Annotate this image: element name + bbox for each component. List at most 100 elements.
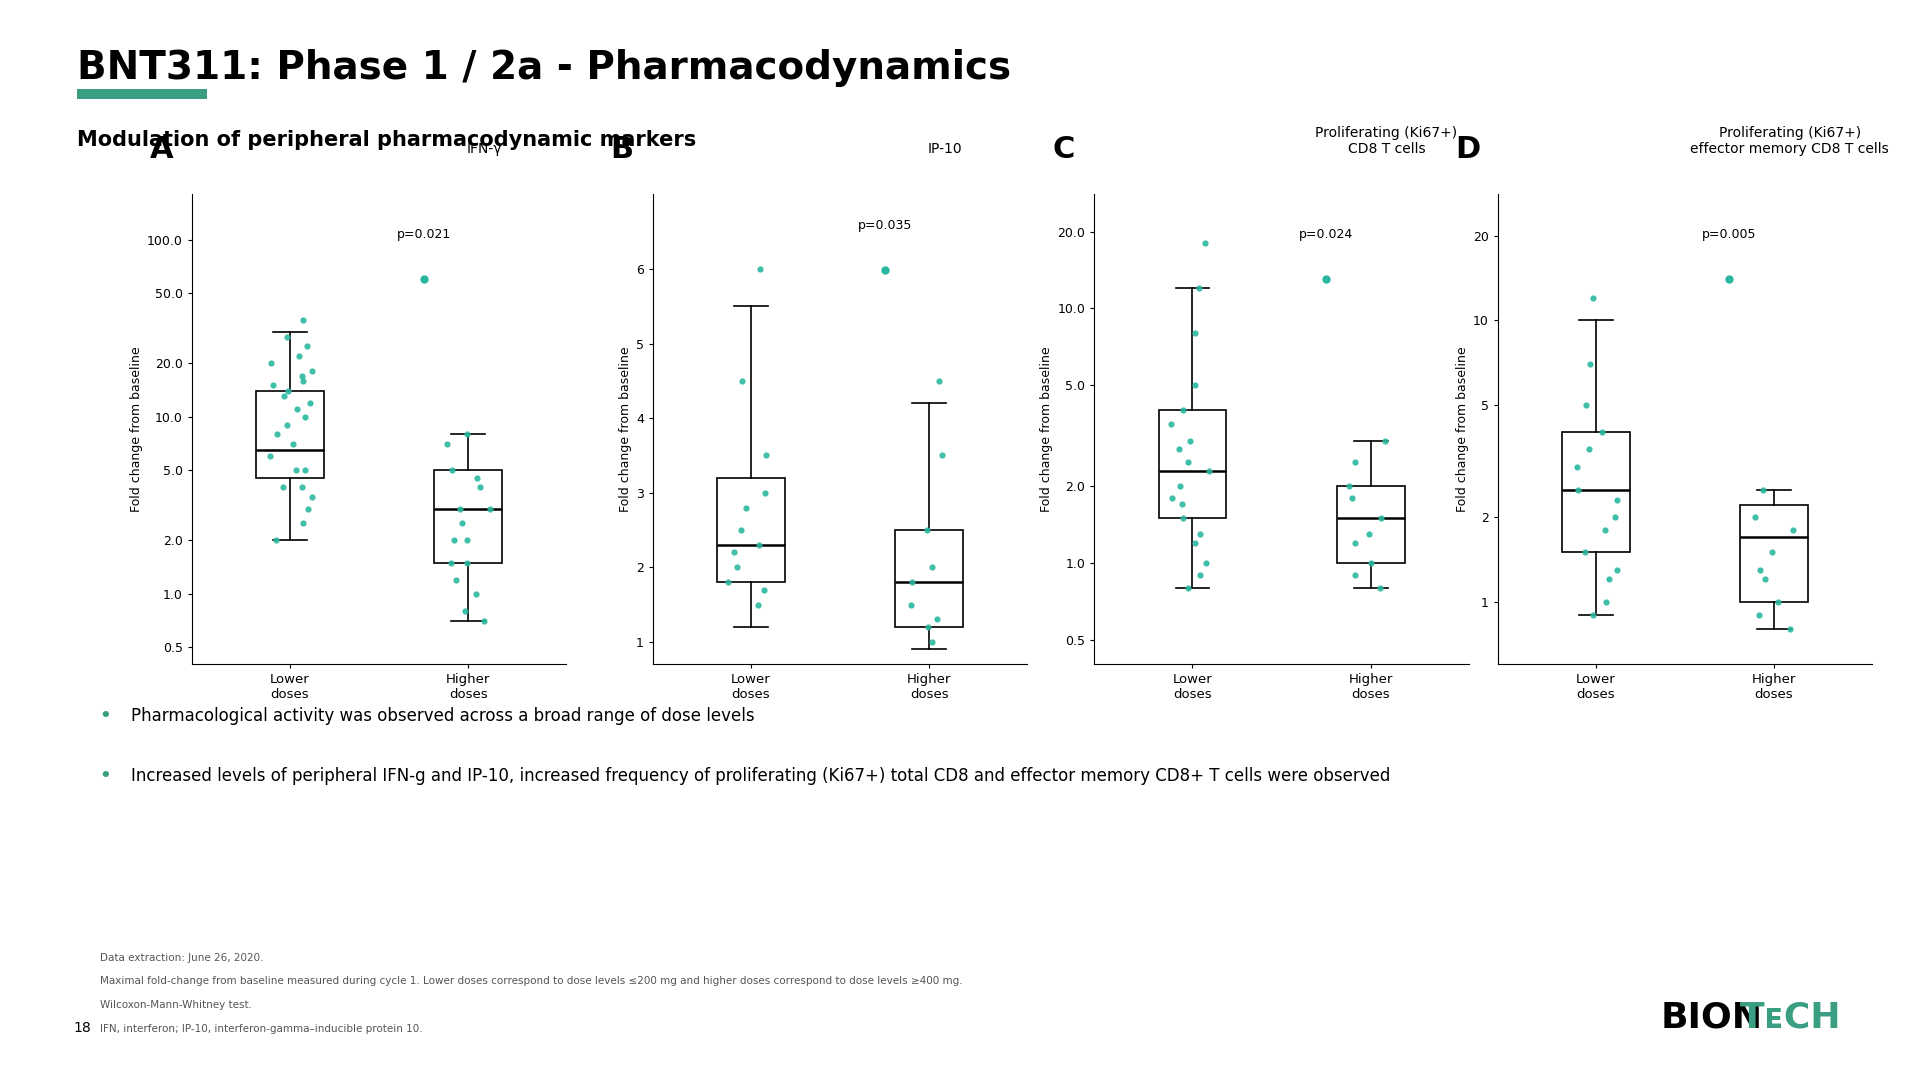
Y-axis label: Fold change from baseline: Fold change from baseline [131, 347, 142, 512]
Point [1164, 441, 1194, 458]
Text: p=0.035: p=0.035 [858, 219, 912, 232]
Point [474, 501, 505, 518]
Point [438, 461, 468, 478]
Point [1578, 289, 1609, 307]
Point [255, 447, 286, 464]
Point [284, 348, 315, 365]
Point [1356, 554, 1386, 571]
Point [1167, 496, 1198, 513]
Point [1175, 433, 1206, 450]
Text: BNT311: Phase 1 / 2a - Pharmacodynamics: BNT311: Phase 1 / 2a - Pharmacodynamics [77, 49, 1012, 86]
Point [730, 499, 760, 516]
Point [1571, 396, 1601, 414]
Point [751, 447, 781, 464]
Point [288, 372, 319, 389]
Point [298, 363, 328, 380]
Text: C: C [1052, 135, 1075, 164]
Point [273, 416, 303, 433]
Point [924, 373, 954, 390]
Point [1185, 566, 1215, 583]
Point [1763, 593, 1793, 610]
Text: Increased levels of peripheral IFN-g and IP-10, increased frequency of prolifera: Increased levels of peripheral IFN-g and… [131, 767, 1390, 785]
Y-axis label: Fold change from baseline: Fold change from baseline [618, 347, 632, 512]
Point [1745, 561, 1776, 578]
Point [1173, 579, 1204, 596]
Point [294, 394, 324, 411]
Point [447, 515, 478, 532]
Point [912, 522, 943, 539]
Text: •: • [100, 767, 111, 785]
Point [438, 531, 468, 549]
Point [436, 554, 467, 571]
Point [1173, 453, 1204, 470]
Text: Wilcoxon-Mann-Whitney test.: Wilcoxon-Mann-Whitney test. [100, 1000, 252, 1010]
Point [1340, 535, 1371, 552]
Point [718, 543, 749, 561]
Point [1194, 462, 1225, 480]
Point [1365, 510, 1396, 527]
Point [273, 328, 303, 346]
Point [261, 531, 292, 549]
Point [269, 478, 300, 496]
Text: Data extraction: June 26, 2020.: Data extraction: June 26, 2020. [100, 953, 263, 962]
Point [257, 377, 288, 394]
Y-axis label: Fold change from baseline: Fold change from baseline [1041, 347, 1054, 512]
Point [927, 447, 958, 464]
Text: TᴇCH: TᴇCH [1740, 1001, 1841, 1035]
Point [1740, 509, 1770, 526]
Point [745, 260, 776, 278]
Point [1574, 355, 1605, 373]
Point [449, 603, 480, 620]
Text: Modulation of peripheral pharmacodynamic markers: Modulation of peripheral pharmacodynamic… [77, 130, 697, 150]
Text: p=0.021: p=0.021 [397, 228, 451, 241]
Point [288, 515, 319, 532]
Y-axis label: Fold change from baseline: Fold change from baseline [1455, 347, 1469, 512]
Point [749, 581, 780, 598]
Text: BION: BION [1661, 1001, 1763, 1035]
Point [1601, 491, 1632, 509]
Text: IP-10: IP-10 [927, 141, 962, 156]
Point [1743, 606, 1774, 623]
Point [1365, 579, 1396, 596]
Point [1179, 324, 1210, 341]
Point [1354, 525, 1384, 542]
Point [1563, 481, 1594, 498]
Point [1578, 606, 1609, 623]
Point [912, 618, 943, 635]
Point [1179, 535, 1210, 552]
Point [918, 558, 948, 576]
Point [294, 501, 324, 518]
Point [286, 367, 317, 384]
Point [1181, 376, 1212, 393]
Text: Proliferating (Ki67+)
effector memory CD8 T cells: Proliferating (Ki67+) effector memory CD… [1690, 125, 1889, 156]
Point [722, 558, 753, 576]
Text: •: • [100, 707, 111, 726]
Point [1188, 234, 1219, 252]
Point [726, 522, 756, 539]
Point [1601, 561, 1632, 578]
Point [1156, 489, 1187, 507]
Point [261, 426, 292, 443]
Point [255, 354, 286, 372]
Point [743, 596, 774, 613]
Text: IFN-γ: IFN-γ [467, 141, 501, 156]
Point [440, 571, 470, 589]
Text: Pharmacological activity was observed across a broad range of dose levels: Pharmacological activity was observed ac… [131, 707, 755, 726]
Point [290, 408, 321, 426]
Point [292, 338, 323, 355]
Text: p=0.005: p=0.005 [1703, 228, 1757, 241]
Point [1749, 571, 1780, 589]
Point [1156, 416, 1187, 433]
Point [451, 554, 482, 571]
Point [280, 461, 311, 478]
Point [897, 573, 927, 591]
Point [1185, 525, 1215, 542]
Point [749, 484, 780, 501]
Point [286, 478, 317, 496]
Point [1183, 280, 1213, 297]
Point [461, 470, 492, 487]
Point [1599, 509, 1630, 526]
Point [461, 585, 492, 603]
Point [1190, 554, 1221, 571]
Point [922, 611, 952, 629]
